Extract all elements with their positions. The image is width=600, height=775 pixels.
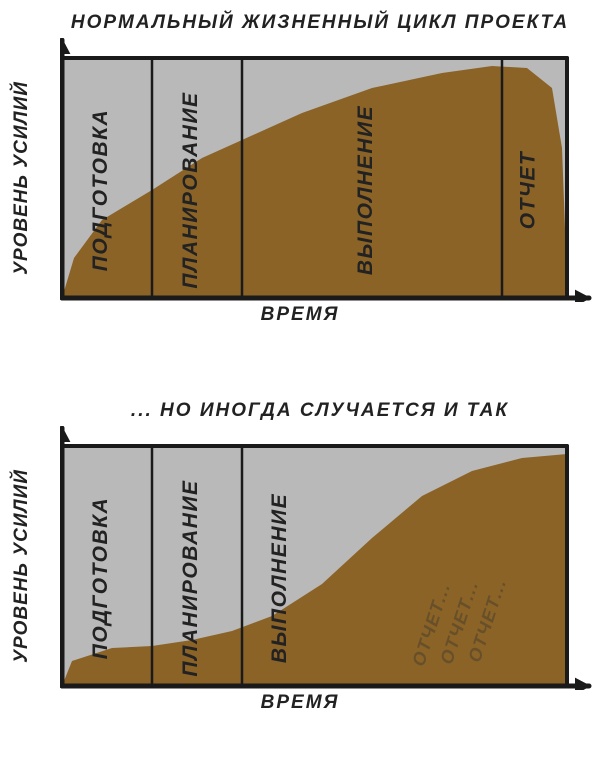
phase-label: ВЫПОЛНЕНИЕ xyxy=(268,493,291,663)
panel2-svg: ПОДГОТОВКАПЛАНИРОВАНИЕВЫПОЛНЕНИЕОТЧЕТ...… xyxy=(60,426,597,690)
phase-label: ПЛАНИРОВАНИЕ xyxy=(179,479,202,676)
panel1-xlabel: ВРЕМЯ xyxy=(261,304,340,326)
phase-label: ОТЧЕТ xyxy=(517,150,540,229)
phase-label: ПЛАНИРОВАНИЕ xyxy=(179,91,202,288)
phase-label: ПОДГОТОВКА xyxy=(89,109,112,271)
panel1-chart: ПОДГОТОВКА ПЛАНИРОВАНИЕ ВЫПОЛНЕНИЕ ОТЧЕТ xyxy=(60,38,597,302)
panel1-title: НОРМАЛЬНЫЙ ЖИЗНЕННЫЙ ЦИКЛ ПРОЕКТА xyxy=(60,12,580,34)
phase-label: ВЫПОЛНЕНИЕ xyxy=(354,105,377,275)
page: НОРМАЛЬНЫЙ ЖИЗНЕННЫЙ ЦИКЛ ПРОЕКТА УРОВЕН… xyxy=(0,0,600,775)
panel2-chart: ПОДГОТОВКАПЛАНИРОВАНИЕВЫПОЛНЕНИЕОТЧЕТ...… xyxy=(60,426,597,690)
panel-normal-lifecycle: НОРМАЛЬНЫЙ ЖИЗНЕННЫЙ ЦИКЛ ПРОЕКТА УРОВЕН… xyxy=(0,12,600,332)
panel2-xlabel: ВРЕМЯ xyxy=(261,692,340,714)
panel2-title: ... НО ИНОГДА СЛУЧАЕТСЯ И ТАК xyxy=(60,400,580,422)
panel-sometimes-happens: ... НО ИНОГДА СЛУЧАЕТСЯ И ТАК УРОВЕНЬ УС… xyxy=(0,400,600,720)
panel1-svg: ПОДГОТОВКА ПЛАНИРОВАНИЕ ВЫПОЛНЕНИЕ ОТЧЕТ xyxy=(60,38,597,302)
panel2-ylabel: УРОВЕНЬ УСИЛИЙ xyxy=(11,469,33,663)
panel1-ylabel: УРОВЕНЬ УСИЛИЙ xyxy=(11,81,33,275)
phase-label: ПОДГОТОВКА xyxy=(89,497,112,659)
